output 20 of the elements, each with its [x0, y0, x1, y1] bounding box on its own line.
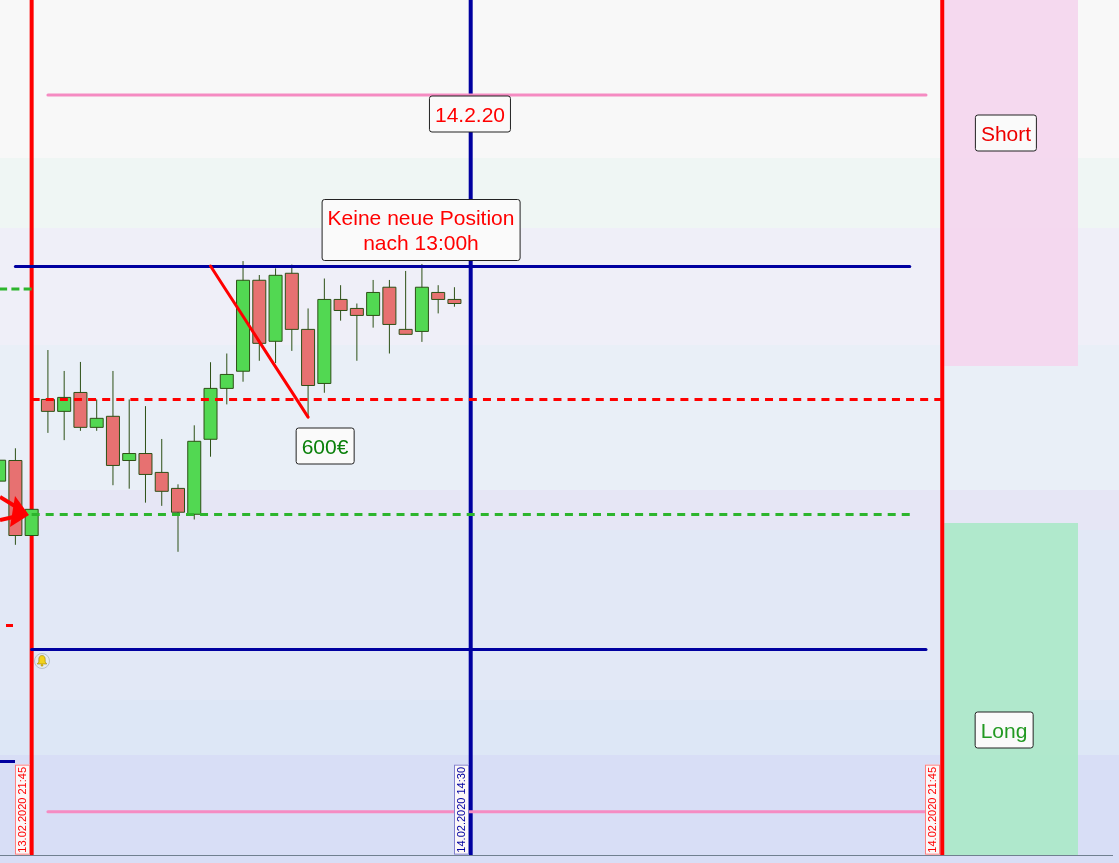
candlestick — [398, 270, 413, 335]
text: 14.02.2020 21:45 — [925, 765, 941, 855]
candlestick — [171, 483, 185, 553]
annotation: 600€ — [295, 427, 355, 465]
candlestick — [138, 405, 153, 504]
text: 13.02.2020 21:45 — [14, 765, 30, 855]
band-label: Long — [974, 711, 1034, 749]
candlestick — [89, 398, 104, 432]
candlestick — [349, 303, 364, 362]
text: 14.2.20 — [428, 95, 512, 133]
candlestick — [219, 353, 234, 405]
text: Keine neue Position nach 13:00h — [321, 199, 521, 261]
text: 14.02.2020 14:30 — [453, 765, 469, 855]
candlestick — [122, 398, 137, 490]
candlestick — [154, 438, 169, 507]
candlestick — [40, 349, 55, 434]
candlestick — [447, 286, 462, 308]
band-label: Short — [974, 114, 1038, 152]
candlestick — [431, 284, 446, 314]
candlestick — [366, 279, 381, 329]
